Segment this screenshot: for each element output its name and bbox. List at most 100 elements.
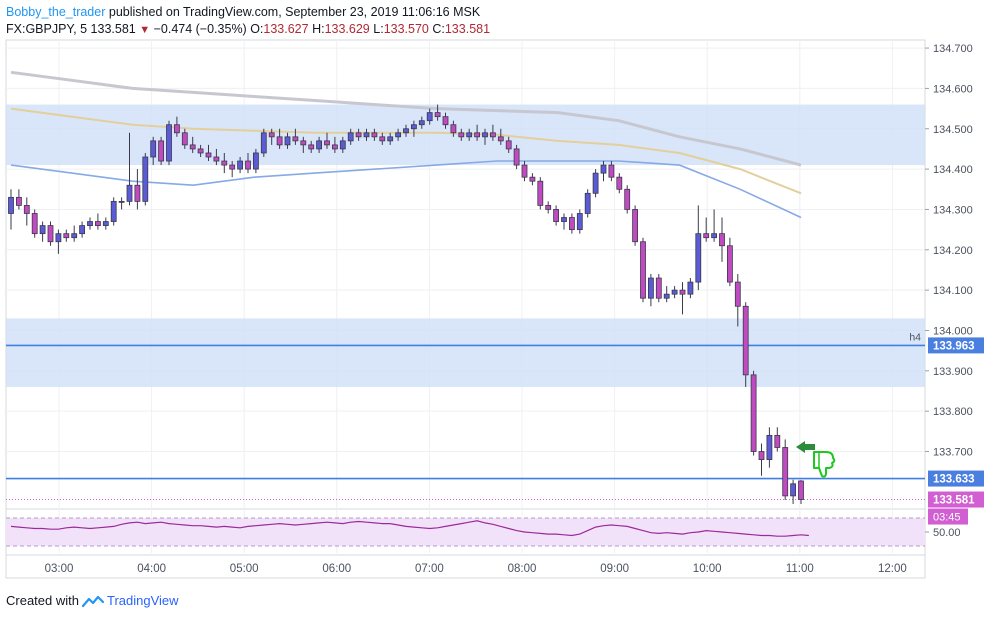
candle-body — [561, 217, 567, 222]
candle-body — [434, 112, 441, 118]
candle-body — [31, 213, 38, 235]
candle-body — [584, 192, 591, 214]
price-tick: 134.300 — [933, 204, 973, 216]
candle-body — [616, 176, 623, 190]
candle-body — [450, 124, 457, 134]
open-label: O: — [250, 22, 264, 36]
countdown-box — [928, 508, 968, 525]
candle-body — [15, 196, 22, 206]
close-label: C: — [432, 22, 445, 36]
candle-body — [292, 136, 299, 142]
candle-body — [545, 205, 552, 210]
low-label: L: — [373, 22, 384, 36]
horizontal-levels — [6, 344, 925, 501]
last-price: 133.581 — [90, 22, 136, 36]
candle-body — [466, 132, 473, 138]
candle-body — [23, 205, 30, 214]
candle-body — [711, 233, 717, 239]
candle-body — [189, 144, 196, 150]
tradingview-brand-link[interactable]: TradingView — [106, 593, 179, 608]
candle-body — [489, 132, 496, 138]
candle-body — [403, 128, 409, 134]
candle-body — [284, 136, 291, 146]
candle-body — [268, 132, 275, 138]
candle-body — [379, 136, 386, 142]
time-tick: 06:00 — [322, 563, 351, 575]
price-tick: 134.000 — [933, 325, 973, 337]
candle-body — [497, 136, 504, 142]
time-tick: 12:00 — [878, 563, 907, 575]
candle-body — [537, 180, 544, 206]
time-tick: 10:00 — [693, 563, 722, 575]
time-tick: 05:00 — [230, 563, 259, 575]
created-with-label: Created with — [6, 593, 79, 608]
candle-body — [442, 116, 449, 126]
candle-body — [173, 124, 180, 134]
published-text: published on TradingView.com, September … — [108, 5, 481, 19]
high-value: 133.629 — [324, 22, 370, 36]
candle-body — [371, 132, 378, 138]
symbol-label[interactable]: FX:GBPJPY, 5 — [6, 22, 88, 36]
candle-body — [553, 209, 559, 222]
candle-body — [505, 140, 512, 150]
candle-body — [316, 140, 323, 150]
candle-body — [142, 156, 149, 202]
candle-body — [632, 209, 638, 243]
candle-body — [387, 136, 394, 142]
candle-body — [648, 277, 654, 299]
axes: 03:00 04:00 05:00 06:00 07:00 08:00 09:00 10:00… — [45, 43, 973, 575]
candle-body — [102, 221, 109, 226]
candle-body — [276, 136, 283, 146]
level-tag: h4 — [909, 331, 921, 343]
candle-body — [95, 221, 101, 226]
candle-body — [474, 132, 481, 138]
candle-body — [39, 225, 46, 235]
candle-body — [150, 140, 157, 158]
level-label: 133.963 — [933, 340, 975, 352]
candle-body — [237, 160, 244, 170]
level-label-box — [928, 470, 984, 487]
rsi-pane — [6, 517, 925, 547]
author-link[interactable]: Bobby_the_trader — [6, 5, 106, 19]
candle-body — [742, 305, 749, 376]
candle-body — [592, 172, 599, 194]
candle-body — [79, 225, 85, 235]
candle-body — [569, 217, 575, 231]
candle-body — [513, 148, 520, 166]
candle-body — [395, 132, 402, 138]
tradingview-logo-icon — [81, 595, 104, 607]
countdown-label: 03:45 — [933, 512, 961, 524]
time-tick: 04:00 — [137, 563, 166, 575]
price-tick: 133.800 — [933, 406, 973, 418]
candle-body — [719, 233, 725, 247]
candle-body — [458, 132, 465, 138]
level-label: 133.633 — [933, 474, 975, 486]
candle-body — [229, 164, 236, 170]
candle-body — [260, 132, 267, 154]
plot-frame — [5, 39, 926, 579]
candle-body — [181, 132, 188, 146]
candle-body — [758, 451, 765, 460]
candle-body — [221, 160, 228, 166]
candle-body — [679, 289, 686, 295]
price-tick: 134.200 — [933, 245, 973, 257]
candle-body — [600, 164, 607, 174]
rsi-band — [6, 518, 925, 546]
price-tick: 134.500 — [933, 124, 973, 136]
support-resistance-zones — [6, 104, 925, 387]
time-tick: 03:00 — [45, 563, 74, 575]
candle-body — [624, 188, 631, 210]
price-tick: 133.700 — [933, 447, 973, 459]
candle-body — [245, 160, 251, 170]
candle-body — [205, 152, 212, 158]
price-tick: 134.600 — [933, 83, 973, 95]
time-tick: 08:00 — [508, 563, 537, 575]
candle-body — [426, 112, 433, 122]
candle-body — [324, 140, 330, 146]
candle-body — [331, 144, 338, 150]
candle-body — [655, 277, 662, 299]
candle-body — [782, 447, 789, 497]
candle-body — [576, 213, 583, 231]
candle-body — [640, 241, 646, 299]
